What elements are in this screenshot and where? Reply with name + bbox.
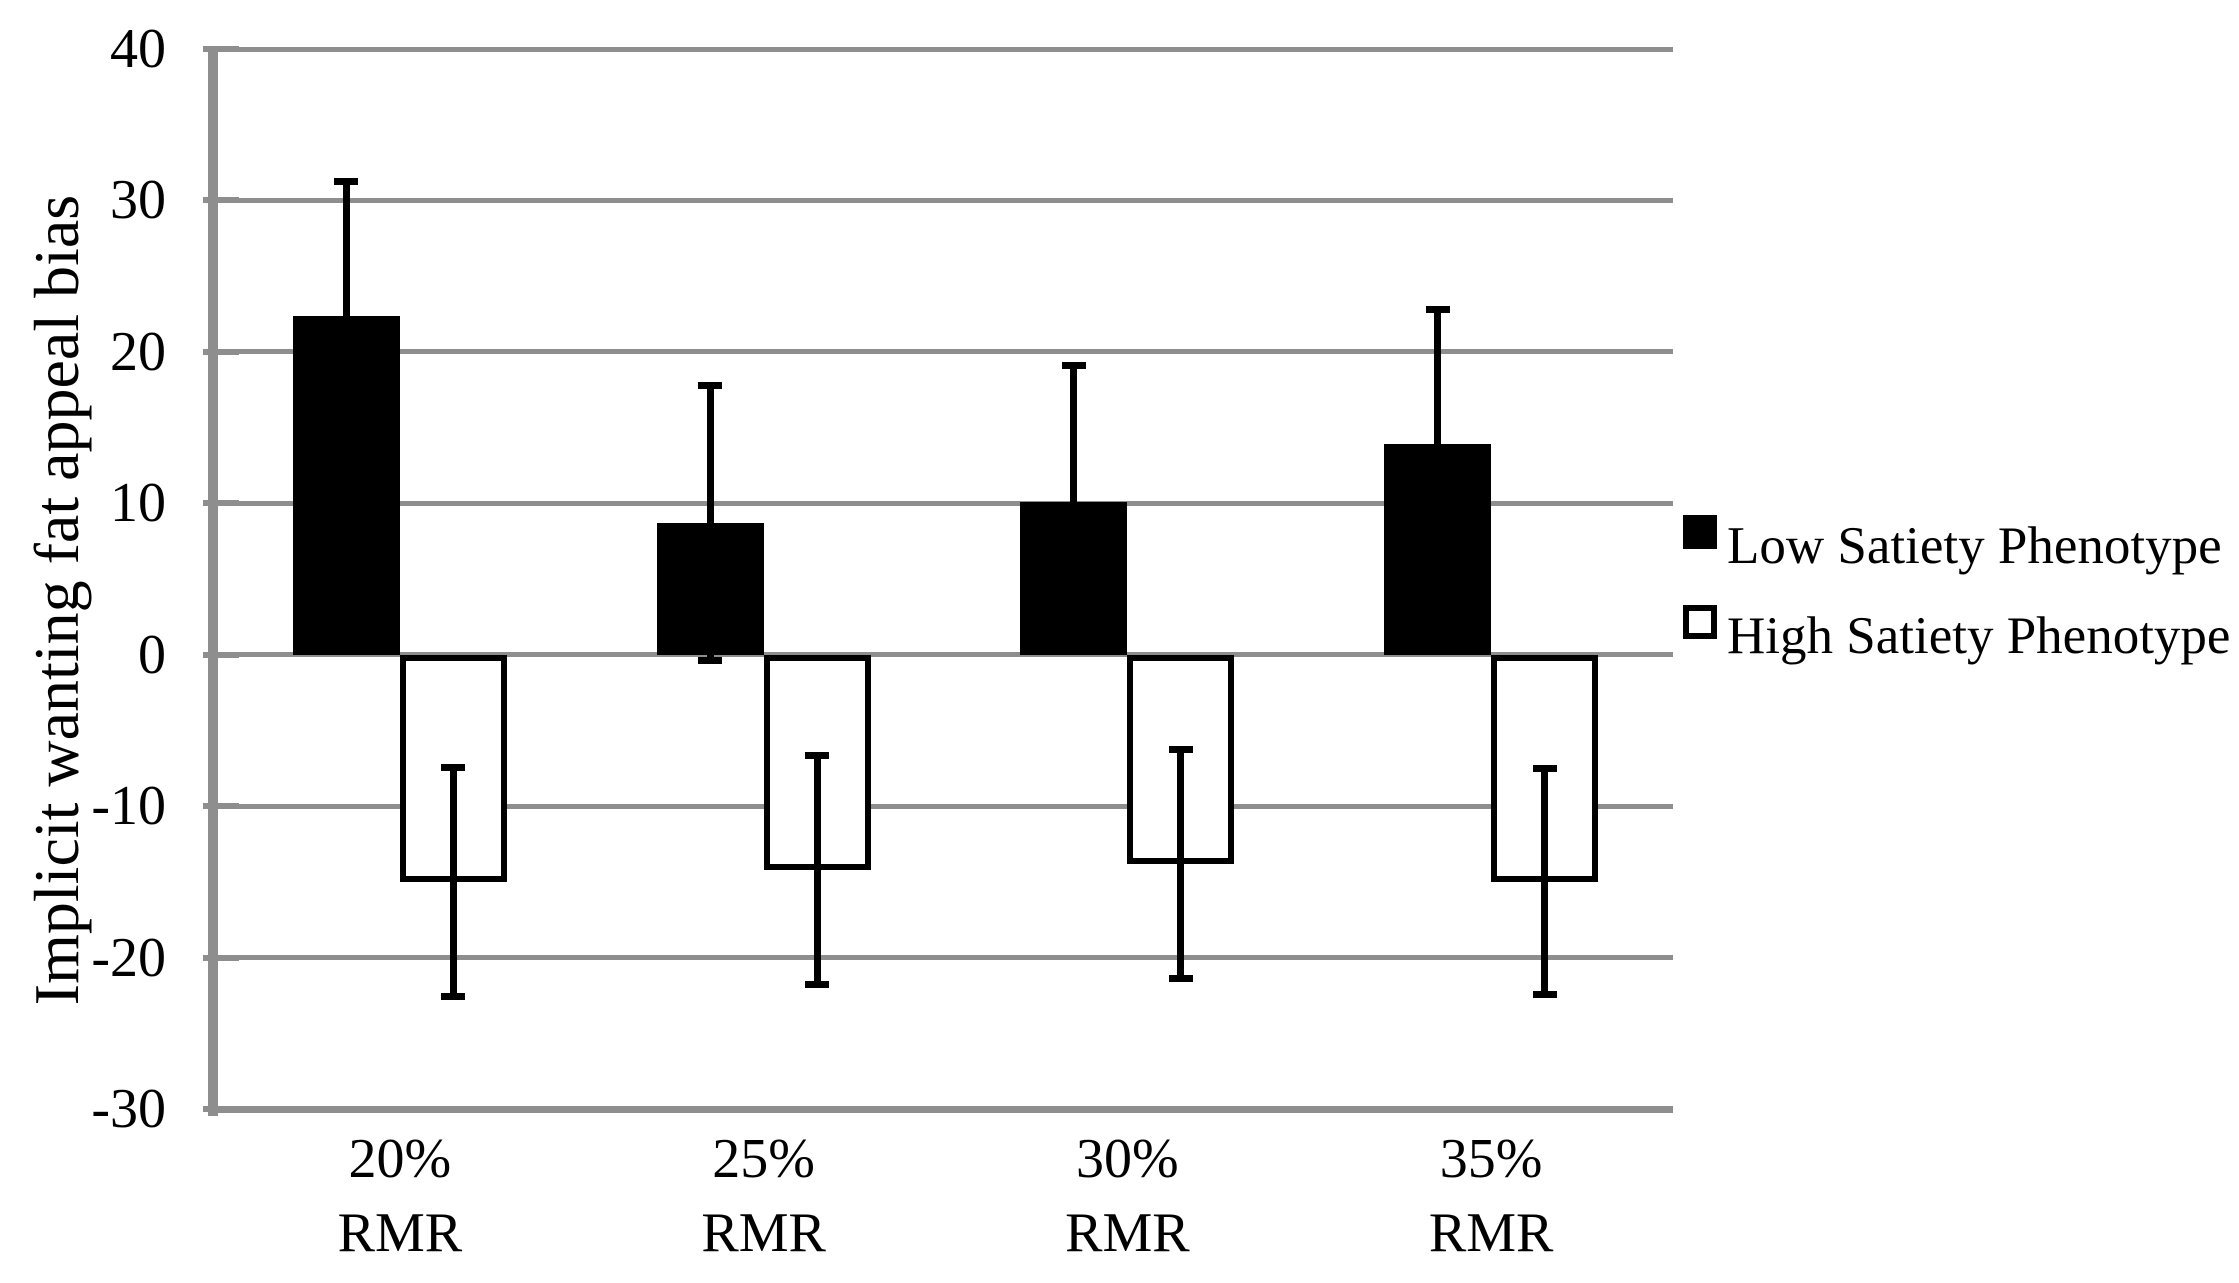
gridline: [218, 955, 1673, 961]
y-tick-label: 0: [138, 623, 166, 686]
error-bar: [706, 385, 714, 661]
error-bar-cap: [1061, 634, 1086, 642]
y-axis-tick: [203, 651, 239, 658]
plot-area: [203, 46, 1673, 1116]
y-tick-label: -20: [91, 926, 166, 989]
error-bar: [342, 180, 350, 451]
legend-label-high-satiety: High Satiety Phenotype: [1727, 607, 2231, 665]
legend-swatch-high-satiety: [1683, 605, 1717, 639]
y-tick-label: -30: [91, 1078, 166, 1140]
error-bar-cap: [334, 177, 359, 185]
x-category-label-line: 30%: [1076, 1128, 1179, 1190]
y-axis-tick: [203, 46, 239, 52]
error-bar-cap: [1532, 991, 1557, 999]
y-axis-line: [208, 46, 218, 1116]
y-tick-label: 40: [110, 18, 166, 80]
y-tick-label: 10: [110, 472, 166, 535]
error-bar-cap: [1425, 306, 1450, 314]
error-bar: [1541, 768, 1549, 996]
legend-label-low-satiety: Low Satiety Phenotype: [1727, 517, 2222, 575]
error-bar-cap: [805, 751, 830, 759]
error-bar: [1070, 365, 1078, 639]
y-axis-tick: [203, 197, 239, 204]
legend-swatch-low-satiety: [1683, 515, 1717, 549]
gridline: [218, 500, 1673, 506]
x-category-label-line: 35%: [1439, 1128, 1543, 1190]
error-bar-cap: [1061, 362, 1086, 370]
error-bar: [1177, 748, 1185, 979]
x-category-label-line: 25%: [712, 1128, 815, 1190]
y-axis-title: Implicit wanting fat appeal bias: [21, 194, 92, 1006]
gridline: [218, 197, 1673, 203]
error-bar-cap: [698, 656, 723, 664]
y-axis-tick: [203, 954, 239, 961]
error-bar-cap: [1168, 974, 1193, 982]
gridline: [218, 803, 1673, 809]
x-category-label: 35% RMR: [1341, 1122, 1641, 1270]
error-bar-cap: [1425, 575, 1450, 582]
error-bar-cap: [441, 763, 466, 771]
gridline: [218, 46, 1673, 52]
error-bar-cap: [698, 382, 723, 390]
x-category-label-line: RMR: [337, 1202, 463, 1264]
y-axis-tick: [203, 348, 239, 355]
error-bar-cap: [805, 980, 830, 988]
gridline: [218, 349, 1673, 355]
x-category-label: 25% RMR: [614, 1122, 914, 1270]
gridline: [218, 652, 1673, 658]
x-axis-line: [208, 1105, 1673, 1113]
error-bar: [813, 754, 821, 985]
error-bar-cap: [1168, 745, 1193, 753]
error-bar-cap: [1532, 765, 1557, 773]
x-category-label: 30% RMR: [977, 1122, 1277, 1270]
error-bar-cap: [441, 992, 466, 1000]
y-tick-label: 20: [110, 320, 166, 383]
y-axis-tick: [203, 500, 239, 507]
x-category-label-line: RMR: [1065, 1202, 1190, 1264]
y-axis-tick: [203, 803, 239, 810]
x-category-label-line: 20%: [348, 1128, 452, 1190]
error-bar: [449, 766, 457, 997]
x-category-label-line: RMR: [1428, 1202, 1554, 1264]
error-bar: [1434, 309, 1442, 579]
x-category-label-line: RMR: [701, 1202, 826, 1264]
y-tick-label: -10: [91, 775, 166, 838]
error-bar-cap: [334, 446, 359, 454]
y-tick-label: 30: [110, 169, 166, 232]
x-category-label: 20% RMR: [250, 1122, 550, 1270]
